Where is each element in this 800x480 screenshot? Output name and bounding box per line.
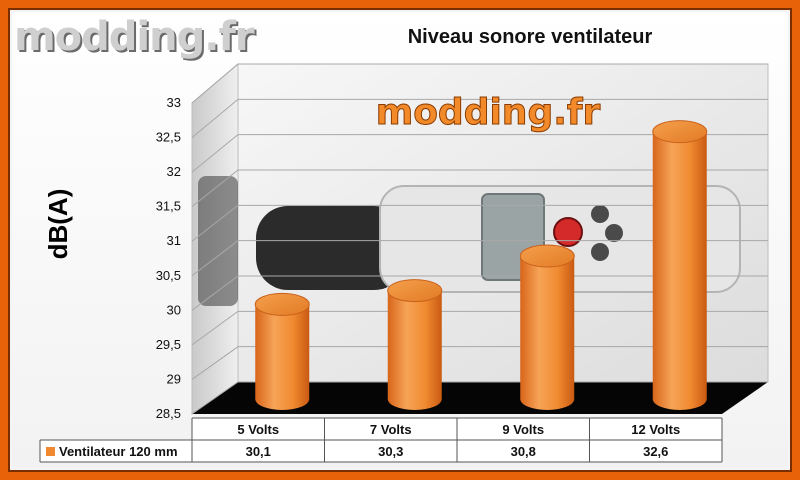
bar xyxy=(254,292,310,410)
x-category-label: 9 Volts xyxy=(502,422,544,437)
bar-cap xyxy=(652,120,708,144)
data-value-label: 32,6 xyxy=(643,444,668,459)
meter-button-shape xyxy=(605,224,623,242)
gridline xyxy=(191,346,768,380)
legend-swatch xyxy=(46,447,55,456)
chart-title: Niveau sonore ventilateur xyxy=(407,26,653,48)
meter-power-button-shape xyxy=(553,217,583,247)
meter-button-shape xyxy=(591,205,609,223)
data-value-label: 30,8 xyxy=(511,444,536,459)
data-value-label: 30,3 xyxy=(378,444,403,459)
bar xyxy=(519,244,575,410)
gridline xyxy=(191,381,768,415)
side-wall-meter-shape xyxy=(198,176,238,306)
watermark-logo: modding.fr xyxy=(14,14,255,60)
bar-cap xyxy=(254,292,310,316)
y-tick-label: 33 xyxy=(167,95,181,110)
y-tick-label: 29,5 xyxy=(156,337,181,352)
gridline xyxy=(191,98,768,138)
sound-meter-illustration xyxy=(198,176,741,306)
microphone-shape xyxy=(256,206,406,290)
y-tick-label: 28,5 xyxy=(156,406,181,421)
gridline xyxy=(191,310,768,346)
bar-body xyxy=(652,131,707,410)
table-background xyxy=(40,440,722,462)
bar-body xyxy=(255,304,310,410)
data-value-label: 30,1 xyxy=(246,444,271,459)
y-tick-label: 29 xyxy=(167,371,181,386)
y-tick-label: 32,5 xyxy=(156,130,181,145)
bar-body xyxy=(520,256,575,410)
y-tick-label: 32 xyxy=(167,164,181,179)
gridline xyxy=(191,240,768,277)
gridline xyxy=(191,204,768,242)
x-category-label: 12 Volts xyxy=(631,422,680,437)
legend-series-name: Ventilateur 120 mm xyxy=(59,444,178,459)
chart-floor xyxy=(192,382,768,414)
gridline xyxy=(191,134,768,173)
y-tick-label: 30,5 xyxy=(156,268,181,283)
meter-button-shape xyxy=(591,243,609,261)
bar xyxy=(387,279,443,410)
y-tick-label: 30 xyxy=(167,302,181,317)
gridline xyxy=(191,169,768,208)
x-category-label: 7 Volts xyxy=(370,422,412,437)
gridline xyxy=(191,275,768,311)
gridline xyxy=(191,63,768,104)
y-tick-label: 31 xyxy=(167,233,181,248)
bar-cap xyxy=(519,244,575,268)
x-category-label: 5 Volts xyxy=(237,422,279,437)
bar xyxy=(652,120,708,410)
bar-cap xyxy=(387,279,443,303)
watermark-logo-center: modding.fr xyxy=(376,92,601,133)
bar-body xyxy=(387,290,442,410)
y-tick-label: 31,5 xyxy=(156,199,181,214)
